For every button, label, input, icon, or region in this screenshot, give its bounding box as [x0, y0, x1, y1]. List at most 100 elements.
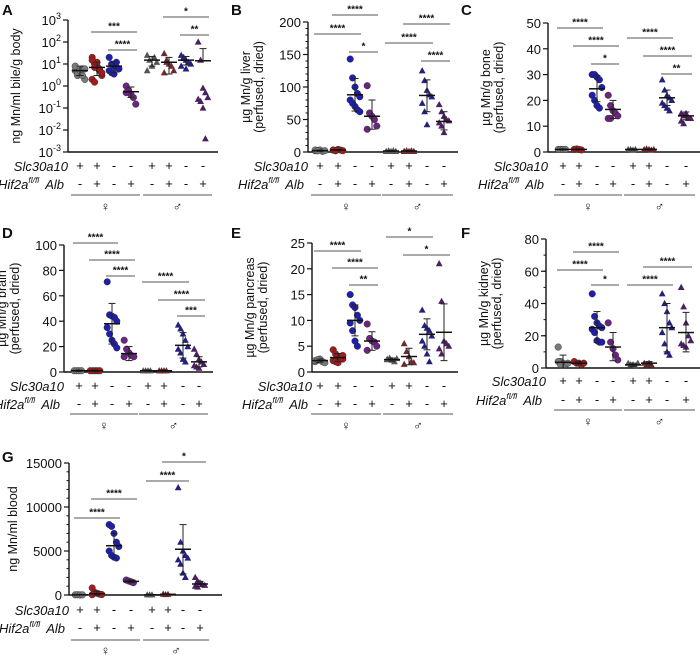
y-axis-title: µg Mn/g liver	[239, 51, 253, 123]
group-2	[588, 71, 606, 112]
data-point-triangle	[410, 359, 418, 366]
hif2a-superscript: fl/fl	[506, 391, 518, 401]
genotype-hif-mark: -	[184, 176, 188, 191]
y-tick-exponent: -1	[53, 99, 61, 109]
data-point-triangle	[423, 121, 431, 128]
genotype-hif-mark: -	[110, 396, 114, 411]
genotype-hif-mark: -	[318, 176, 322, 191]
hif2a-superscript: fl/fl	[28, 175, 40, 185]
y-tick-label: 60	[43, 289, 57, 304]
male-symbol: ♂	[169, 418, 179, 433]
group-0	[71, 591, 88, 599]
y-tick-label: 10	[291, 313, 305, 328]
genotype-slc-mark: -	[129, 158, 133, 173]
data-point-circle	[356, 108, 364, 116]
y-tick-label: 0	[534, 145, 541, 160]
group-6	[418, 67, 436, 128]
genotype-hif-mark: -	[146, 396, 150, 411]
group-0	[554, 343, 572, 369]
genotype-hif-mark: -	[181, 620, 185, 635]
group-7	[194, 38, 212, 142]
y-tick-label: 100	[279, 80, 301, 95]
group-1	[86, 367, 104, 375]
genotype-hif-mark: +	[164, 620, 172, 635]
genotype-hif-mark: +	[405, 396, 413, 411]
genotype-hif-mark: +	[682, 392, 690, 407]
group-6	[418, 306, 436, 365]
data-point-triangle	[418, 99, 426, 106]
data-point-triangle	[184, 554, 192, 561]
genotype-slc-mark: +	[334, 158, 342, 173]
group-2	[103, 278, 121, 352]
panel-label: E	[231, 225, 241, 242]
group-1	[88, 584, 106, 599]
data-point-triangle	[197, 97, 204, 104]
genotype-slc-mark: +	[93, 602, 101, 617]
group-5	[400, 340, 418, 367]
data-point-triangle	[174, 321, 182, 328]
data-point-triangle	[658, 328, 666, 336]
genotype-slc-mark: -	[184, 158, 188, 173]
genotype-hif-mark: -	[112, 620, 116, 635]
y-tick-label: 20	[527, 93, 541, 108]
panel-label: F	[461, 225, 470, 242]
y-tick-label: 25	[291, 236, 305, 251]
hif2a-label: Hif2a	[242, 397, 272, 412]
genotype-hif-mark: +	[575, 392, 583, 407]
group-2	[346, 291, 364, 350]
significance-stars: ****	[158, 272, 174, 283]
panel-e: E 0 5 10 15 20 25 µg Mn/g pancreas (perfused, dr…	[231, 225, 458, 433]
genotype-slc-mark: +	[165, 158, 173, 173]
genotype-hif-mark: +	[196, 620, 204, 635]
genotype-slc-mark: -	[442, 158, 446, 173]
y-tick-base: 10	[39, 101, 53, 116]
genotype-hif-mark: +	[368, 176, 376, 191]
data-point-triangle	[195, 364, 203, 371]
genotype-hif-mark: +	[645, 176, 653, 191]
y-tick-label: 10-2	[39, 121, 61, 138]
y-tick-label: 10	[527, 119, 541, 134]
significance-stars: ****	[113, 266, 129, 277]
group-3	[363, 320, 381, 354]
y-tick-label: 0	[55, 588, 62, 603]
genotype-slc-mark: +	[160, 378, 168, 393]
data-point-circle	[363, 82, 371, 90]
male-symbol: ♂	[413, 199, 423, 214]
data-point-triangle	[202, 135, 209, 142]
group-0	[70, 367, 87, 375]
significance-stars: *	[362, 42, 366, 53]
slc30a10-row-label: Slc30a10	[14, 159, 69, 174]
y-tick-label: 50	[287, 113, 301, 128]
y-tick-label: 50	[527, 16, 541, 31]
genotype-slc-mark: +	[164, 602, 172, 617]
genotype-hif-mark: +	[195, 396, 203, 411]
group-7	[435, 100, 453, 136]
genotype-slc-mark: +	[93, 158, 101, 173]
data-point-triangle	[170, 67, 178, 74]
genotype-hif-mark: -	[78, 620, 82, 635]
genotype-hif-mark: +	[645, 392, 653, 407]
data-point-triangle	[438, 297, 445, 304]
data-point-circle	[105, 53, 113, 61]
genotype-hif-mark: +	[165, 176, 173, 191]
data-point-circle	[108, 522, 116, 530]
female-symbol: ♀	[583, 414, 593, 429]
genotype-hif-mark: +	[609, 392, 617, 407]
significance-stars: *	[408, 227, 412, 238]
y-tick-base: 10	[39, 145, 53, 160]
data-point-triangle	[182, 65, 190, 72]
data-point-circle	[103, 278, 111, 286]
data-point-triangle	[435, 100, 443, 108]
significance-stars: ****	[588, 242, 604, 253]
data-point-triangle	[153, 58, 161, 65]
genotype-slc-mark: -	[442, 378, 446, 393]
group-7	[435, 260, 453, 362]
data-point-triangle	[435, 260, 443, 267]
group-4	[143, 591, 160, 598]
genotype-hif-mark: +	[125, 396, 133, 411]
group-4	[383, 354, 401, 365]
hif2a-label: Hif2a	[0, 621, 29, 636]
hif2a-label: Hif2a	[0, 177, 28, 192]
group-4	[143, 51, 161, 74]
group-1	[570, 145, 587, 154]
